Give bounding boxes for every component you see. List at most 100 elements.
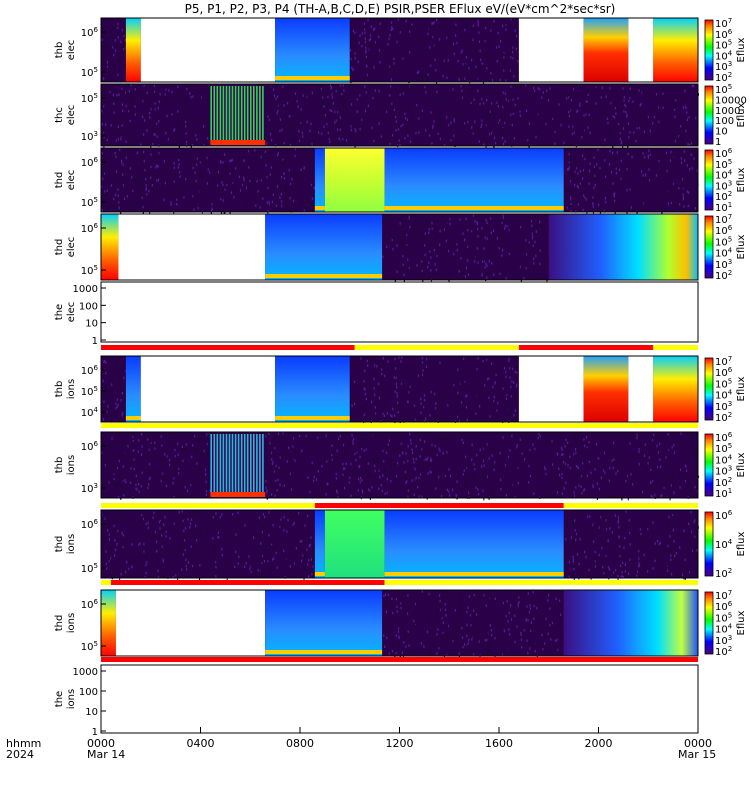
noise-speckle bbox=[432, 22, 434, 25]
noise-speckle bbox=[350, 494, 352, 497]
noise-speckle bbox=[508, 126, 510, 129]
noise-speckle bbox=[493, 273, 495, 276]
y-axis-label: thd bbox=[54, 536, 65, 553]
noise-speckle bbox=[568, 152, 570, 156]
noise-speckle bbox=[125, 480, 127, 484]
noise-speckle bbox=[401, 412, 403, 415]
noise-speckle bbox=[168, 459, 171, 462]
noise-speckle bbox=[163, 572, 165, 576]
noise-speckle bbox=[420, 49, 422, 53]
noise-speckle bbox=[554, 483, 556, 486]
noise-speckle bbox=[581, 491, 583, 495]
noise-speckle bbox=[364, 37, 366, 40]
noise-speckle bbox=[172, 482, 174, 485]
noise-speckle bbox=[691, 441, 693, 444]
noise-speckle bbox=[472, 475, 474, 478]
noise-speckle bbox=[619, 108, 621, 112]
noise-speckle bbox=[232, 183, 234, 187]
noise-speckle bbox=[401, 448, 403, 452]
noise-speckle bbox=[493, 145, 495, 149]
noise-speckle bbox=[397, 630, 400, 634]
noise-speckle bbox=[516, 383, 518, 387]
noise-speckle bbox=[539, 220, 541, 224]
noise-speckle bbox=[509, 69, 511, 72]
noise-speckle bbox=[289, 182, 292, 186]
noise-speckle bbox=[101, 152, 103, 155]
noise-speckle bbox=[652, 567, 654, 570]
noise-speckle bbox=[158, 520, 161, 524]
noise-speckle bbox=[123, 494, 125, 497]
noise-speckle bbox=[586, 436, 588, 439]
noise-speckle bbox=[351, 137, 353, 140]
noise-speckle bbox=[289, 115, 291, 118]
noise-speckle bbox=[425, 609, 427, 613]
noise-speckle bbox=[656, 444, 658, 448]
noise-speckle bbox=[618, 535, 620, 539]
noise-speckle bbox=[434, 76, 436, 79]
noise-speckle bbox=[594, 565, 596, 568]
noise-speckle bbox=[680, 138, 682, 141]
noise-speckle bbox=[556, 452, 558, 455]
noise-speckle bbox=[613, 458, 615, 461]
noise-speckle bbox=[534, 272, 536, 276]
noise-speckle bbox=[163, 529, 165, 532]
noise-speckle bbox=[464, 455, 467, 459]
noise-speckle bbox=[281, 470, 283, 474]
noise-speckle bbox=[652, 552, 654, 555]
noise-speckle bbox=[462, 647, 464, 650]
noise-speckle bbox=[511, 484, 513, 487]
noise-speckle bbox=[677, 521, 679, 525]
noise-speckle bbox=[428, 367, 430, 370]
noise-speckle bbox=[439, 133, 441, 136]
noise-speckle bbox=[485, 416, 488, 419]
noise-speckle bbox=[469, 462, 471, 466]
noise-speckle bbox=[363, 380, 365, 383]
noise-speckle bbox=[684, 558, 686, 561]
noise-speckle bbox=[387, 138, 389, 141]
noise-speckle bbox=[308, 559, 310, 562]
noise-speckle bbox=[431, 142, 433, 145]
noise-speckle bbox=[427, 79, 429, 83]
colorbar-tick-label: 105 bbox=[715, 377, 732, 390]
noise-speckle bbox=[387, 593, 389, 597]
noise-speckle bbox=[199, 465, 201, 468]
noise-speckle bbox=[576, 110, 578, 113]
colorbar-tick-label: 1 bbox=[715, 137, 721, 148]
noise-speckle bbox=[575, 454, 577, 457]
noise-speckle bbox=[215, 565, 217, 569]
noise-speckle bbox=[328, 137, 330, 140]
noise-speckle bbox=[408, 215, 410, 219]
noise-speckle bbox=[629, 87, 631, 91]
noise-speckle bbox=[514, 245, 516, 248]
noise-speckle bbox=[614, 514, 616, 517]
noise-speckle bbox=[446, 251, 448, 254]
noise-speckle bbox=[583, 489, 585, 492]
noise-speckle bbox=[154, 530, 156, 534]
noise-speckle bbox=[364, 388, 366, 391]
noise-speckle bbox=[142, 517, 144, 521]
noise-speckle bbox=[600, 540, 603, 543]
noise-speckle bbox=[270, 530, 272, 534]
noise-speckle bbox=[603, 94, 605, 97]
noise-speckle bbox=[428, 375, 430, 378]
colorbar-tick-label: 104 bbox=[715, 169, 733, 182]
noise-speckle bbox=[123, 197, 126, 201]
noise-speckle bbox=[395, 382, 398, 386]
noise-speckle bbox=[111, 568, 113, 571]
noise-speckle bbox=[520, 633, 522, 637]
noise-speckle bbox=[410, 391, 413, 394]
y-axis-label: elec bbox=[66, 40, 77, 61]
noise-speckle bbox=[160, 548, 162, 552]
noise-speckle bbox=[141, 513, 143, 517]
noise-speckle bbox=[217, 184, 219, 187]
noise-speckle bbox=[359, 34, 361, 37]
noise-speckle bbox=[510, 37, 512, 40]
noise-speckle bbox=[479, 439, 481, 442]
noise-speckle bbox=[541, 139, 543, 143]
y-axis-label: thc bbox=[54, 107, 65, 123]
noise-speckle bbox=[301, 449, 303, 452]
noise-speckle bbox=[389, 264, 391, 268]
noise-speckle bbox=[490, 629, 492, 632]
noise-speckle bbox=[347, 129, 349, 133]
noise-speckle bbox=[592, 540, 595, 543]
